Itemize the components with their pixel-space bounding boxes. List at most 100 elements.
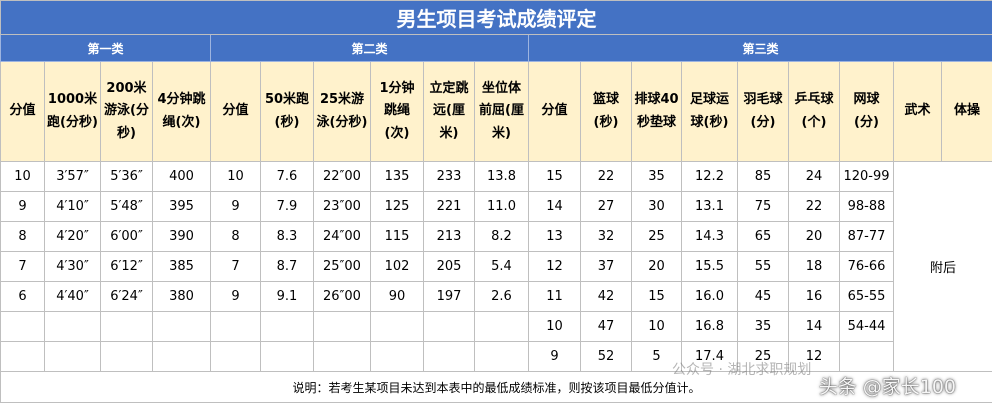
- table-cell: [474, 311, 529, 342]
- table-row: 9 52 5 17.4 25 12: [0, 341, 992, 372]
- table-cell: [423, 311, 475, 342]
- table-cell: 25: [631, 221, 682, 252]
- table-cell: 35: [631, 161, 682, 192]
- table-cell: 5′36″: [100, 161, 153, 192]
- table-cell: 11.0: [474, 191, 529, 222]
- table-cell: 32: [580, 221, 632, 252]
- table-cell: 102: [370, 251, 424, 282]
- table-cell: 4′30″: [44, 251, 101, 282]
- table-cell: 30: [631, 191, 682, 222]
- table-cell: 17.4: [681, 341, 738, 372]
- table-cell: [313, 341, 371, 372]
- table-cell: 20: [631, 251, 682, 282]
- table-cell: 9: [528, 341, 581, 372]
- table-cell: [152, 341, 211, 372]
- table-cell: 10: [0, 161, 45, 192]
- table-cell: 14.3: [681, 221, 738, 252]
- table-cell: 65-55: [839, 281, 894, 312]
- table-cell: 10: [210, 161, 261, 192]
- table-row: 7 4′30″ 6′12″ 385 7 8.7 25″00 102 205 5.4 12 37 20 15…: [0, 251, 992, 282]
- table-cell: 85: [737, 161, 789, 192]
- table-cell: 3′57″: [44, 161, 101, 192]
- table-cell: 12: [528, 251, 581, 282]
- table-row: 10 3′57″ 5′36″ 400 10 7.6 22″00 135 233 13.8 15 22 3…: [0, 161, 992, 372]
- table-cell: 5′48″: [100, 191, 153, 222]
- table-cell: 6′12″: [100, 251, 153, 282]
- header-cat3-4: 羽毛球(分): [737, 61, 789, 162]
- table-cell: 395: [152, 191, 211, 222]
- table-cell: 5.4: [474, 251, 529, 282]
- table-cell: 75: [737, 191, 789, 222]
- table-cell: 13: [528, 221, 581, 252]
- table-cell: 27: [580, 191, 632, 222]
- table-cell: 9: [0, 191, 45, 222]
- header-cat3-7: 武术: [893, 61, 942, 162]
- table-cell: 120-99: [839, 161, 894, 192]
- table-cell: 45: [737, 281, 789, 312]
- table-cell: 24″00: [313, 221, 371, 252]
- table-cell: [44, 341, 101, 372]
- table-cell: 14: [528, 191, 581, 222]
- table-cell: 8.3: [260, 221, 314, 252]
- table-cell: 385: [152, 251, 211, 282]
- table-cell: 13.8: [474, 161, 529, 192]
- header-cat2-5: 坐位体前屈(厘米): [474, 61, 529, 162]
- table-cell: 11: [528, 281, 581, 312]
- table-cell: 213: [423, 221, 475, 252]
- table-cell: 390: [152, 221, 211, 252]
- table-cell: 6: [0, 281, 45, 312]
- table-cell: 90: [370, 281, 424, 312]
- table-cell: 400: [152, 161, 211, 192]
- header-cat2-2: 25米游泳(分秒): [313, 61, 371, 162]
- header-cat1-2: 200米游泳(分秒): [100, 61, 153, 162]
- table-cell: 7.6: [260, 161, 314, 192]
- header-cat2-3: 1分钟跳绳(次): [370, 61, 424, 162]
- table-cell: 9: [210, 191, 261, 222]
- table-cell: [423, 341, 475, 372]
- table-cell: 52: [580, 341, 632, 372]
- table-cell: [370, 311, 424, 342]
- table-cell: 6′00″: [100, 221, 153, 252]
- header-cat3-8: 体操: [940, 61, 992, 162]
- header-cat3-1: 篮球(秒): [580, 61, 632, 162]
- category-3: 第三类: [527, 34, 992, 62]
- table-cell: 5: [631, 341, 682, 372]
- table-cell: [0, 311, 45, 342]
- table-cell: 16: [788, 281, 840, 312]
- table-cell: 13.1: [681, 191, 738, 222]
- table-cell: 26″00: [313, 281, 371, 312]
- table-cell: 10: [631, 311, 682, 342]
- table-cell: 205: [423, 251, 475, 282]
- table-cell: 7: [0, 251, 45, 282]
- table-cell: 14: [788, 311, 840, 342]
- header-cat3-0: 分值: [528, 61, 581, 162]
- table-cell: 4′10″: [44, 191, 101, 222]
- table-cell: 380: [152, 281, 211, 312]
- table-cell: 9: [210, 281, 261, 312]
- table-cell: 18: [788, 251, 840, 282]
- header-cat1-1: 1000米跑(分秒): [44, 61, 101, 162]
- table-cell: [152, 311, 211, 342]
- table-row: 10 47 10 16.8 35 14 54-44: [0, 311, 992, 342]
- table-row: 6 4′40″ 6′24″ 380 9 9.1 26″00 90 197 2.6 11 42 15 16.…: [0, 281, 992, 312]
- table-cell: 7.9: [260, 191, 314, 222]
- table-cell: 98-88: [839, 191, 894, 222]
- table-cell: 23″00: [313, 191, 371, 222]
- table-cell: 197: [423, 281, 475, 312]
- table-cell: [474, 341, 529, 372]
- table-cell: 8.7: [260, 251, 314, 282]
- table-cell: 54-44: [839, 311, 894, 342]
- table-row: 9 4′10″ 5′48″ 395 9 7.9 23″00 125 221 11.0 14 27 30 1…: [0, 191, 992, 222]
- table-cell: [370, 341, 424, 372]
- table-cell: 42: [580, 281, 632, 312]
- table-cell: 24: [788, 161, 840, 192]
- merged-cell-wushu-ticao: 附后: [892, 161, 992, 372]
- header-cat3-3: 足球运球(秒): [681, 61, 738, 162]
- table-cell: 8.2: [474, 221, 529, 252]
- table-cell: 25″00: [313, 251, 371, 282]
- header-cat1-3: 4分钟跳绳(次): [152, 61, 211, 162]
- table-cell: 16.8: [681, 311, 738, 342]
- table-cell: 15: [528, 161, 581, 192]
- table-cell: 15.5: [681, 251, 738, 282]
